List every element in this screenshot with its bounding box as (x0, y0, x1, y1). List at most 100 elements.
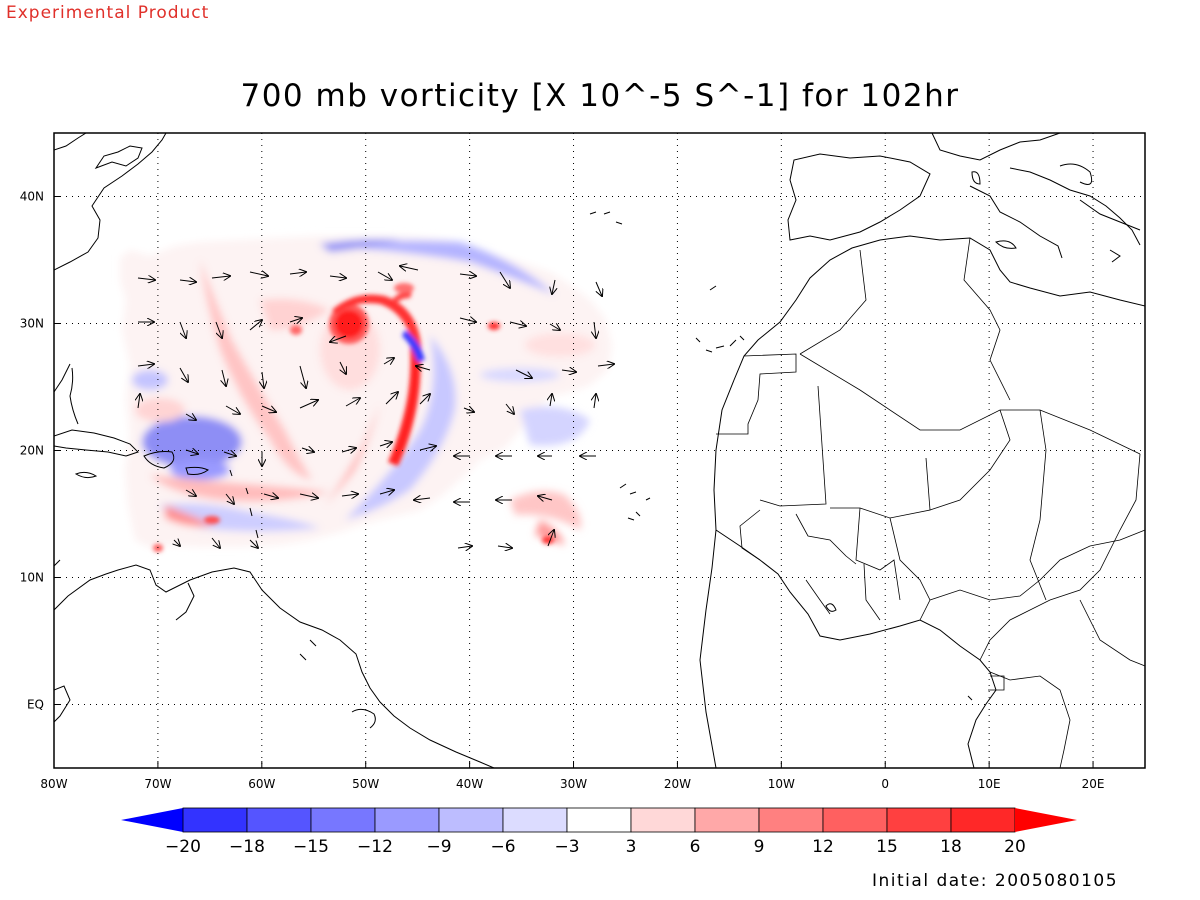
wind-arrow (289, 272, 306, 274)
wind-arrow (249, 539, 258, 548)
islands (299, 211, 973, 729)
colorbar-label: −15 (293, 837, 329, 857)
lon-tick-label: 70W (144, 777, 171, 791)
colorbar-swatch (182, 807, 248, 833)
colorbar-label: −6 (490, 837, 515, 857)
wind-arrow (383, 358, 394, 364)
wind-arrow (223, 452, 236, 456)
colorbar-label: 15 (876, 837, 898, 857)
wind-arrow (137, 278, 155, 280)
colorbar-swatch (502, 807, 568, 833)
wind-arrow (414, 498, 431, 500)
wind-vectors (138, 266, 614, 548)
country-borders (716, 237, 1145, 768)
longitude-labels: 80W 70W 60W 50W 40W 30W 20W 10W 0 10E 20E (40, 777, 1104, 791)
colorbar-label: −9 (426, 837, 451, 857)
colorbar-swatch (758, 807, 824, 833)
colorbar-label: −12 (357, 837, 393, 857)
wind-arrow (385, 392, 398, 405)
wind-arrow (463, 408, 474, 412)
wind-arrow (597, 364, 614, 366)
wind-arrow (225, 493, 234, 504)
lat-lon-grid (54, 133, 1145, 768)
lat-tick-label: 20N (20, 444, 44, 458)
map-title: 700 mb vorticity [X 10^-5 S^-1] for 102h… (240, 78, 960, 114)
wind-arrow (179, 367, 188, 382)
wind-arrow (249, 272, 268, 276)
colorbar-swatch (822, 807, 888, 833)
wind-arrow (329, 276, 346, 278)
wind-arrow (185, 414, 196, 420)
initial-date: Initial date: 2005080105 (872, 871, 1119, 891)
wind-arrow (137, 364, 154, 366)
colorbar-swatch (630, 807, 696, 833)
lon-tick-label: 50W (352, 777, 379, 791)
wind-arrow (341, 494, 358, 496)
wind-arrow (289, 318, 302, 322)
wind-arrow (179, 280, 196, 282)
wind-arrow (419, 446, 436, 450)
wind-arrow (185, 490, 196, 496)
wind-arrow (594, 321, 596, 338)
lon-tick-label: 30W (560, 777, 587, 791)
colorbar-label: 12 (812, 837, 834, 857)
wind-arrow (377, 271, 392, 280)
wind-arrow (299, 365, 306, 388)
wind-arrow (416, 366, 431, 370)
wind-arrow (179, 321, 186, 338)
colorbar-arrow-high (1015, 808, 1077, 832)
wind-arrow (263, 494, 278, 498)
wind-arrow (419, 394, 430, 405)
lat-tick-label: EQ (27, 698, 44, 712)
colorbar-swatch (246, 807, 312, 833)
colorbar-label: 20 (1004, 837, 1026, 857)
lon-tick-label: 20E (1082, 777, 1105, 791)
colorbar-label: −20 (165, 837, 201, 857)
colorbar-label: 18 (940, 837, 962, 857)
wind-arrow (509, 322, 526, 326)
wind-arrow (457, 546, 472, 548)
lon-tick-label: 10W (768, 777, 795, 791)
lat-tick-label: 40N (20, 190, 44, 204)
experimental-product-tag: Experimental Product (6, 3, 210, 23)
colorbar-label: 9 (754, 837, 765, 857)
colorbar-swatch (310, 807, 376, 833)
wind-arrow (330, 335, 347, 342)
wind-arrow (225, 405, 240, 414)
lon-tick-label: 80W (40, 777, 67, 791)
lon-tick-label: 40W (456, 777, 483, 791)
colorbar-swatch (886, 807, 952, 833)
colorbar-label: −3 (554, 837, 579, 857)
map-frame (53, 132, 1146, 769)
wind-arrow (561, 370, 576, 372)
colorbar-swatch (566, 807, 632, 833)
colorbar-swatch (374, 807, 440, 833)
colorbar-label: 6 (690, 837, 701, 857)
wind-arrow (185, 450, 198, 454)
colorbar-swatch (950, 807, 1016, 833)
wind-arrow (249, 320, 262, 331)
lat-tick-label: 10N (20, 571, 44, 585)
wind-arrow (261, 405, 276, 412)
lon-tick-label: 60W (248, 777, 275, 791)
wind-arrow (499, 271, 510, 288)
wind-arrow (400, 266, 419, 270)
wind-arrow (211, 276, 230, 278)
colorbar-swatch (694, 807, 760, 833)
wind-arrow (345, 398, 360, 407)
latitude-labels: 40N 30N 20N 10N EQ (20, 190, 44, 712)
wind-arrow (552, 279, 555, 294)
wind-arrow (459, 318, 476, 322)
wind-arrow (299, 400, 318, 409)
wind-arrow (340, 361, 346, 374)
colorbar-swatch (438, 807, 504, 833)
wind-arrow (222, 369, 226, 386)
wind-arrow (299, 494, 318, 498)
colorbar: −20 −18 −15 −12 −9 −6 −3 3 6 9 12 15 18 20 (121, 807, 1077, 857)
wind-arrow (497, 546, 512, 548)
lat-tick-label: 30N (20, 317, 44, 331)
wind-arrow (595, 281, 602, 296)
lon-tick-label: 20W (664, 777, 691, 791)
wind-arrow (550, 394, 552, 407)
wind-arrow (262, 371, 264, 388)
